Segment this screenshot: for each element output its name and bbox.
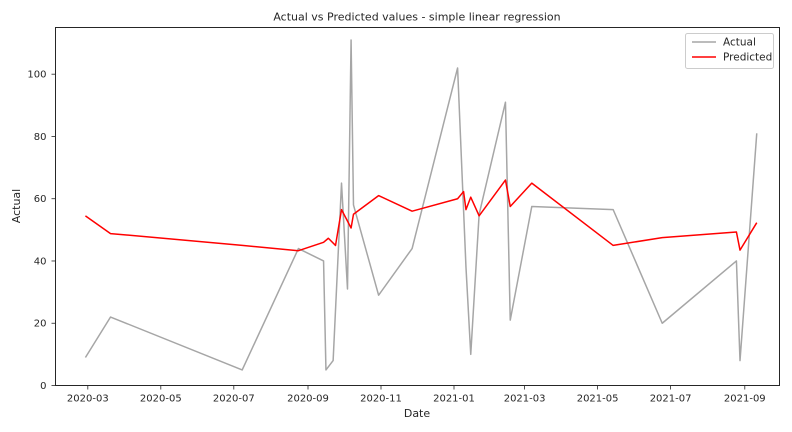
y-tick-label: 40 (34, 256, 47, 267)
y-tick-label: 80 (34, 132, 47, 143)
x-tick-label: 2021-03 (504, 394, 546, 405)
x-tick-label: 2020-11 (360, 394, 402, 405)
series-line-actual (84, 39, 758, 371)
legend-label-predicted: Predicted (723, 52, 772, 64)
x-axis-ticks: 2020-03 2020-05 2020-07 2020-09 2020-11 2021-… (67, 385, 766, 405)
legend-label-actual: Actual (723, 37, 756, 49)
chart-title: Actual vs Predicted values - simple line… (273, 11, 560, 24)
x-tick-label: 2020-07 (213, 394, 255, 405)
x-tick-label: 2020-03 (67, 394, 109, 405)
series-layer (84, 39, 758, 371)
y-tick-label: 60 (34, 194, 47, 205)
x-tick-label: 2021-07 (650, 394, 692, 405)
y-axis-title: Actual (10, 189, 23, 223)
plot-frame (55, 27, 780, 386)
legend: Actual Predicted (685, 33, 774, 69)
x-tick-label: 2020-09 (287, 394, 329, 405)
y-tick-label: 0 (40, 381, 46, 392)
x-tick-label: 2021-01 (433, 394, 475, 405)
x-tick-label: 2020-05 (140, 394, 182, 405)
x-tick-label: 2021-05 (577, 394, 619, 405)
x-tick-label: 2021-09 (724, 394, 766, 405)
x-axis-title: Date (404, 407, 431, 420)
y-axis-ticks: 0 20 40 60 80 100 (27, 70, 56, 392)
y-tick-label: 100 (27, 70, 46, 81)
y-tick-label: 20 (34, 319, 47, 330)
series-line-predicted (84, 179, 758, 252)
